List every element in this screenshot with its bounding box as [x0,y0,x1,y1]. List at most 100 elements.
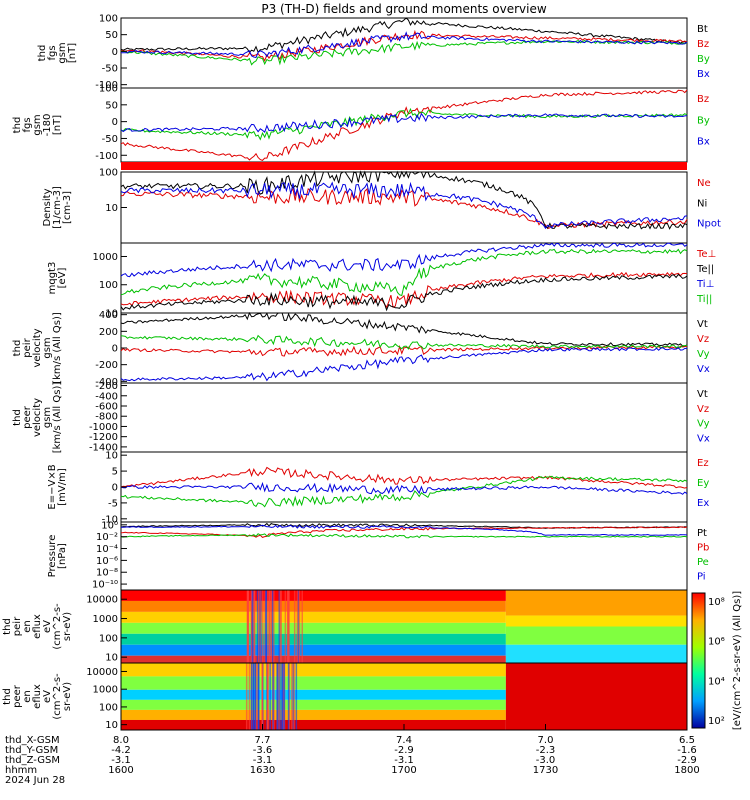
xaxis-value: -2.9 [677,755,697,766]
ytick-label-density: 10 [105,203,118,214]
ytick-label-peir_vel: -400 [95,377,118,388]
ylabel-fgs: gsm [57,42,68,63]
legend-peer_vel-Vt: Vt [697,389,708,400]
ytick-label-density: 100 [99,168,118,179]
legend-peir_vel-Vt: Vt [697,319,708,330]
legend-efield-Ex: Ex [697,498,709,509]
xaxis-value: 7.0 [538,735,554,746]
series-line-fgs-Bz [120,29,688,62]
ytick-label-pressure: 10⁻¹⁰ [92,580,118,591]
series-line-fgs-By [120,40,688,66]
series-line-pressure-Pb [120,526,688,538]
ytick-label-pressure: 10⁻⁴ [96,544,118,555]
xaxis-row-label: thd_Y-GSM [5,745,58,756]
panel-frame-peer_vel [120,382,688,453]
ylabel-peir_vel: velocity [32,328,43,367]
series-line-peir_vel-Vx [120,347,688,382]
colorbar-label: [eV/(cm^2-s-sr-eV) (All Qs)] [732,591,743,730]
series-line-peir_vel-Vt [120,311,688,347]
legend-fgs-Bz: Bz [697,39,709,50]
ytick-label-peer_en: 10 [105,720,118,731]
ylabel-peer_en: thd [2,688,13,705]
ylabel-peer_en: peer [12,684,23,708]
legend-pressure-Pi: Pi [697,572,706,583]
ytick-label-efield: -10 [102,514,118,525]
colorbar-tick: 10⁸ [708,597,725,608]
ylabel-density: [cm-3] [62,191,73,224]
ylabel-fgs: fgs [47,45,58,60]
ytick-label-fgs: 0 [112,47,118,58]
colorbar [691,592,706,729]
legend-fgs_avg-By: By [697,115,710,126]
ytick-label-pressure: 10⁻⁸ [96,568,118,579]
xaxis-value: -2.9 [394,745,414,756]
ytick-label-temp: 10 [105,309,118,320]
ylabel-peir_en: (cm^2-s- [52,603,63,650]
ylabel-temp: mqgt3 [47,262,58,295]
ytick-label-peir_en: 1000 [93,614,118,625]
xaxis-value: -1.6 [677,745,697,756]
legend-fgs-Bx: Bx [697,69,710,80]
series-line-temp-Ti⊥ [120,242,688,278]
legend-peir_vel-Vy: Vy [697,349,710,360]
chart-title: P3 (TH-D) fields and ground moments over… [261,2,546,16]
ytick-label-pressure: 10⁻² [96,532,118,543]
ytick-label-peer_vel: -200 [95,381,118,392]
xaxis-value: -3.1 [111,755,131,766]
xaxis-value: 1730 [533,765,558,776]
series-line-efield-Ez [120,466,688,489]
series-line-fgs_avg-Bz [120,89,688,161]
ylabel-efield: E=−V×B [47,464,58,509]
xaxis-value: -3.1 [394,755,414,766]
xaxis-value: -3.6 [253,745,273,756]
ylabel-pressure: [nPa] [57,543,68,569]
ylabel-peir_vel: thd [12,340,23,357]
spectrogram-peir_en [121,590,687,663]
legend-peer_vel-Vy: Vy [697,419,710,430]
ytick-label-fgs_avg: 50 [105,100,118,111]
ytick-label-peir_en: 100 [99,633,118,644]
series-line-temp-Te|| [120,273,688,312]
series-line-pressure-Pi [120,524,688,536]
legend-temp-Te||: Te|| [696,264,714,275]
legend-density-Ne: Ne [697,178,711,189]
ytick-label-fgs: 50 [105,30,118,41]
ylabel-peir_vel: [km/s (All Qs)] [52,312,63,384]
ytick-label-temp: 100 [99,280,118,291]
ylabel-density: Density [42,188,53,226]
ylabel-peir_en: eflux [32,614,43,639]
colorbar-tick: 10² [708,716,725,727]
xaxis-value: 7.4 [396,735,412,746]
ylabel-fgs: [nT] [67,43,78,63]
ylabel-efield: [mV/m] [57,468,68,506]
xaxis-row-label: hhmm [5,765,37,776]
ytick-label-peer_en: 100 [99,702,118,713]
ylabel-peer_en: en [22,690,33,703]
ytick-label-peer_vel: -1400 [89,442,118,453]
legend-pressure-Pt: Pt [697,528,707,539]
ytick-label-fgs: -50 [102,64,118,75]
panel-frame-pressure [120,521,688,591]
xaxis-date: 2024 Jun 28 [5,775,65,786]
ytick-label-fgs_avg: -100 [95,151,118,162]
red-band [121,162,687,170]
ytick-label-efield: 5 [112,467,118,478]
legend-temp-Ti⊥: Ti⊥ [696,279,714,290]
xaxis-value: 7.7 [255,735,271,746]
series-line-fgs-Bt [120,17,688,54]
ytick-label-peir_vel: 400 [99,310,118,321]
ytick-label-pressure: 10⁻⁶ [96,556,118,567]
ylabel-peer_en: eV [42,690,53,703]
ylabel-fgs_avg: -180 [42,114,53,137]
legend-fgs-By: By [697,54,710,65]
xaxis-value: 8.0 [113,735,129,746]
colorbar-tick: 10⁴ [708,676,725,687]
ytick-label-peir_vel: 200 [99,327,118,338]
ylabel-fgs_avg: [nT] [52,115,63,135]
ylabel-fgs_avg: gsm [32,114,43,135]
ytick-label-peer_en: 10000 [86,667,118,678]
ylabel-peer_en: eflux [32,684,43,709]
ylabel-peer_vel: velocity [32,398,43,437]
legend-pressure-Pb: Pb [697,543,709,554]
ytick-label-fgs: 100 [99,14,118,25]
